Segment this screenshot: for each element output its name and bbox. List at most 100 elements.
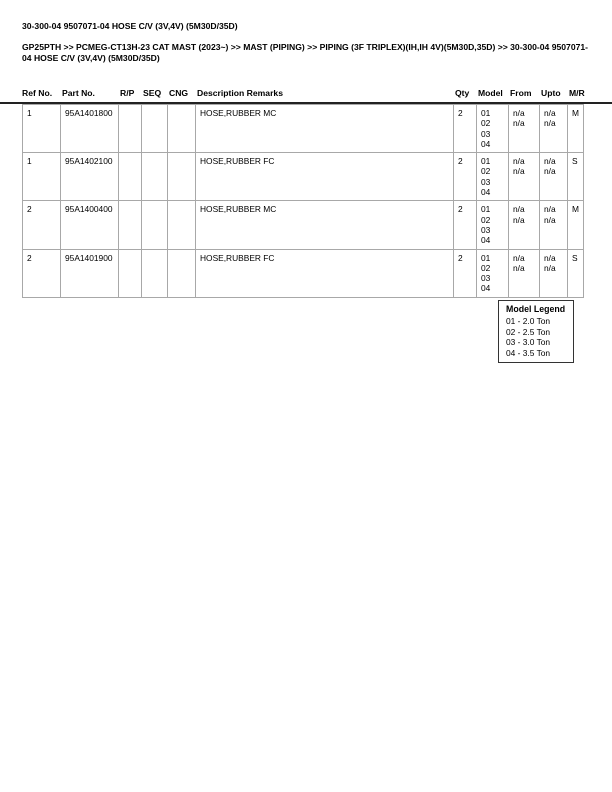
model-cell-line: 04: [481, 283, 491, 294]
legend-item: 04 - 3.5 Ton: [506, 347, 551, 358]
seq-cell: [141, 200, 168, 250]
from-cell-line: n/a: [513, 252, 525, 263]
model-cell-line: 01: [481, 252, 491, 263]
model-cell-line: 04: [481, 187, 491, 198]
model-cell-line: 02: [481, 118, 491, 129]
upto-cell-line: n/a: [544, 108, 556, 118]
upto-cell: n/a n/a: [539, 152, 568, 202]
ref-cell: 2: [22, 200, 61, 250]
ref-cell: 1: [22, 103, 61, 154]
rp-cell: [118, 152, 142, 202]
qty-cell: 2: [453, 152, 477, 202]
column-header: Description Remarks: [197, 88, 283, 98]
legend-item: 03 - 3.0 Ton: [506, 337, 551, 348]
part-no-cell: 95A1400400: [60, 200, 119, 250]
column-header: From: [510, 88, 532, 98]
model-cell: 01 02 03 04: [476, 152, 509, 202]
from-cell-line: n/a: [513, 118, 525, 129]
from-cell-line: n/a: [513, 262, 525, 273]
model-cell-line: 03: [481, 176, 491, 187]
upto-cell-line: n/a: [544, 166, 556, 177]
description-cell: HOSE,RUBBER MC: [195, 200, 454, 250]
seq-cell: [141, 248, 168, 298]
description-cell: HOSE,RUBBER FC: [195, 248, 454, 298]
column-header: Qty: [455, 88, 470, 98]
rp-cell: [118, 103, 142, 154]
upto-cell-line: n/a: [544, 214, 556, 225]
part-no-cell: 95A1401900: [60, 248, 119, 298]
description-cell: HOSE,RUBBER MC: [195, 103, 454, 154]
qty-cell: 2: [453, 248, 477, 298]
model-cell: 01 02 03 04: [476, 200, 509, 250]
model-cell-line: 01: [481, 204, 491, 215]
column-header: SEQ: [143, 88, 162, 98]
cng-cell: [167, 103, 196, 154]
model-cell-line: 01: [481, 108, 491, 118]
model-cell-line: 04: [481, 235, 491, 246]
model-cell: 01 02 03 04: [476, 103, 509, 154]
model-cell-line: 03: [481, 224, 491, 235]
mr-cell: S: [567, 152, 584, 202]
cng-cell: [167, 200, 196, 250]
cng-cell: [167, 248, 196, 298]
column-header: Model: [478, 88, 503, 98]
column-header: CNG: [169, 88, 189, 98]
from-cell: n/a n/a: [508, 152, 540, 202]
mr-cell: M: [567, 103, 584, 154]
upto-cell: n/a n/a: [539, 200, 568, 250]
from-cell-line: n/a: [513, 166, 525, 177]
qty-cell: 2: [453, 103, 477, 154]
from-cell-line: n/a: [513, 156, 525, 167]
from-cell-line: n/a: [513, 108, 525, 118]
upto-cell-line: n/a: [544, 262, 556, 273]
upto-cell-line: n/a: [544, 252, 556, 263]
model-cell-line: 02: [481, 214, 491, 225]
table-row: 1 95A1401800 HOSE,RUBBER MC 2 01 02 03 04 n/a n/a…: [22, 103, 584, 154]
from-cell: n/a n/a: [508, 200, 540, 250]
cng-cell: [167, 152, 196, 202]
legend-item: 02 - 2.5 Ton: [506, 326, 551, 337]
rp-cell: [118, 200, 142, 250]
upto-cell-line: n/a: [544, 204, 556, 215]
header-rule: [0, 102, 612, 104]
ref-cell: 1: [22, 152, 61, 202]
qty-cell: 2: [453, 200, 477, 250]
model-cell-line: 03: [481, 128, 491, 139]
table-row: 1 95A1402100 HOSE,RUBBER FC 2 01 02 03 04 n/a n/a…: [22, 152, 584, 202]
part-no-cell: 95A1402100: [60, 152, 119, 202]
upto-cell: n/a n/a: [539, 248, 568, 298]
column-header: Ref No.: [22, 88, 53, 98]
column-header: Part No.: [62, 88, 95, 98]
legend-title: Model Legend: [506, 304, 566, 314]
from-cell: n/a n/a: [508, 103, 540, 154]
model-cell-line: 02: [481, 262, 491, 273]
page-title: 30-300-04 9507071-04 HOSE C/V (3V,4V) (5…: [22, 21, 238, 31]
part-no-cell: 95A1401800: [60, 103, 119, 154]
rp-cell: [118, 248, 142, 298]
column-header: M/R: [569, 88, 585, 98]
legend-item: 01 - 2.0 Ton: [506, 316, 551, 327]
model-cell-line: 01: [481, 156, 491, 167]
mr-cell: M: [567, 200, 584, 250]
upto-cell-line: n/a: [544, 156, 556, 167]
seq-cell: [141, 103, 168, 154]
from-cell-line: n/a: [513, 204, 525, 215]
upto-cell: n/a n/a: [539, 103, 568, 154]
from-cell-line: n/a: [513, 214, 525, 225]
from-cell: n/a n/a: [508, 248, 540, 298]
column-header: R/P: [120, 88, 135, 98]
mr-cell: S: [567, 248, 584, 298]
table-row: 2 95A1400400 HOSE,RUBBER MC 2 01 02 03 04 n/a n/a…: [22, 200, 584, 250]
model-cell-line: 03: [481, 273, 491, 284]
table-row: 2 95A1401900 HOSE,RUBBER FC 2 01 02 03 04 n/a n/a…: [22, 248, 584, 298]
model-legend: Model Legend 01 - 2.0 Ton 02 - 2.5 Ton 03 …: [498, 300, 574, 364]
column-header: Upto: [541, 88, 561, 98]
ref-cell: 2: [22, 248, 61, 298]
breadcrumb: GP25PTH >> PCMEG-CT13H-23 CAT MAST (2023…: [22, 42, 589, 63]
description-cell: HOSE,RUBBER FC: [195, 152, 454, 202]
model-cell: 01 02 03 04: [476, 248, 509, 298]
seq-cell: [141, 152, 168, 202]
model-cell-line: 04: [481, 138, 491, 149]
model-cell-line: 02: [481, 166, 491, 177]
